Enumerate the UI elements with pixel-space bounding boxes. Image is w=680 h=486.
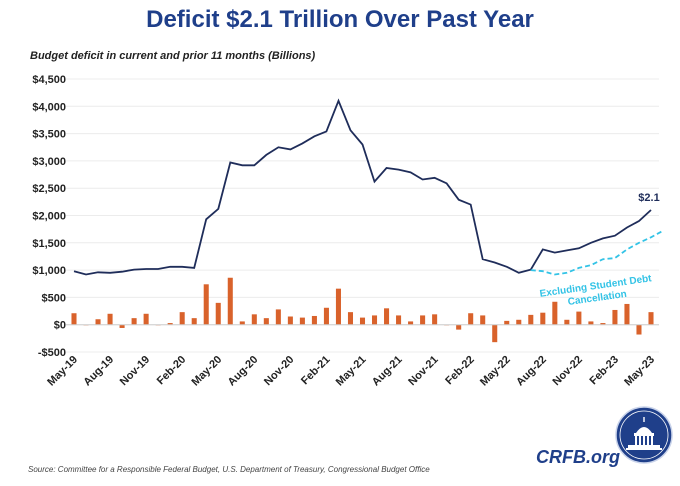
monthly-deficit-bar <box>564 319 570 325</box>
monthly-deficit-bar <box>311 315 317 325</box>
end-value-label: $2.1 <box>638 192 659 204</box>
monthly-deficit-bar <box>71 313 77 325</box>
y-axis-labels: -$500 $0 $500 $1,000 $1,500 $2,000 $2,500 $3,00… <box>32 74 66 359</box>
x-tick-label: Feb-21 <box>299 354 333 388</box>
y-tick-label: $3,500 <box>32 129 66 141</box>
y-tick-label: $2,000 <box>32 211 66 223</box>
monthly-deficit-bar <box>131 318 137 325</box>
monthly-deficit-bar <box>588 321 594 325</box>
monthly-deficit-bar <box>480 315 486 325</box>
monthly-deficit-bar <box>540 312 546 325</box>
y-tick-label: $3,000 <box>32 156 66 168</box>
x-tick-label: May-22 <box>478 354 513 389</box>
x-tick-label: May-20 <box>190 354 225 389</box>
monthly-deficit-bar <box>287 316 293 325</box>
brand-link[interactable]: CRFB.org <box>536 447 620 467</box>
monthly-deficit-bar <box>299 317 305 325</box>
x-tick-label: Nov-21 <box>406 354 440 388</box>
y-tick-label: -$500 <box>38 347 66 359</box>
monthly-deficit-bar <box>528 314 534 325</box>
monthly-deficit-bar <box>359 317 366 325</box>
monthly-deficit-bar <box>384 308 390 325</box>
x-tick-label: Feb-22 <box>443 354 477 388</box>
monthly-deficit-bar <box>191 318 197 325</box>
y-tick-label: $0 <box>54 320 66 332</box>
monthly-deficit-bar <box>239 321 245 325</box>
monthly-deficit-bar <box>119 324 125 328</box>
x-axis-labels: May-19 Aug-19 Nov-19 Feb-20 May-20 Aug-20 Nov-… <box>45 354 657 389</box>
monthly-deficit-bar <box>492 324 498 343</box>
monthly-deficit-bar <box>600 323 606 325</box>
x-tick-label: Feb-20 <box>155 354 189 388</box>
monthly-deficit-bar <box>203 284 209 325</box>
monthly-deficit-bar <box>215 302 221 325</box>
y-tick-label: $500 <box>42 292 66 304</box>
capitol-seal-icon <box>615 406 673 464</box>
monthly-bars <box>71 277 654 343</box>
gridlines <box>66 78 659 353</box>
monthly-deficit-bar <box>251 314 257 325</box>
monthly-deficit-bar <box>636 324 642 335</box>
monthly-deficit-bar <box>179 312 185 325</box>
x-tick-label: Feb-23 <box>587 354 621 388</box>
monthly-deficit-bar <box>167 323 173 325</box>
monthly-deficit-bar <box>516 319 522 325</box>
monthly-deficit-bar <box>335 288 341 325</box>
monthly-deficit-bar <box>468 313 474 325</box>
x-tick-label: Aug-22 <box>514 354 549 389</box>
monthly-deficit-bar <box>456 324 462 330</box>
monthly-deficit-bar <box>612 309 618 325</box>
x-tick-label: Aug-19 <box>81 354 116 389</box>
monthly-deficit-bar <box>275 309 281 325</box>
x-tick-label: Nov-22 <box>551 354 585 388</box>
monthly-deficit-bar <box>408 321 414 325</box>
deficit-line <box>73 98 652 276</box>
monthly-deficit-bar <box>323 307 329 325</box>
monthly-deficit-bar <box>648 312 654 325</box>
monthly-deficit-bar <box>95 319 101 325</box>
x-tick-label: Nov-20 <box>262 354 296 388</box>
monthly-deficit-bar <box>396 315 402 325</box>
monthly-deficit-bar <box>143 313 149 325</box>
x-tick-label: Nov-19 <box>118 354 152 388</box>
monthly-deficit-bar <box>420 315 426 325</box>
y-tick-label: $1,500 <box>32 238 66 250</box>
x-tick-label: May-23 <box>622 354 657 389</box>
y-tick-label: $4,500 <box>32 74 66 86</box>
y-tick-label: $2,500 <box>32 183 66 195</box>
monthly-deficit-bar <box>347 312 354 325</box>
monthly-deficit-bar <box>552 301 558 325</box>
chart-title: Deficit $2.1 Trillion Over Past Year <box>146 6 534 33</box>
x-tick-label: Aug-20 <box>226 354 261 389</box>
monthly-deficit-bar <box>107 313 113 325</box>
y-tick-label: $1,000 <box>32 265 66 277</box>
monthly-deficit-bar <box>624 303 630 325</box>
monthly-deficit-bar <box>576 311 582 325</box>
y-tick-label: $4,000 <box>32 101 66 113</box>
monthly-deficit-bar <box>371 315 378 325</box>
monthly-deficit-bar <box>504 320 510 325</box>
excluding-student-debt-line <box>530 230 664 276</box>
x-tick-label: Aug-21 <box>370 354 405 389</box>
source-note: Source: Committee for a Responsible Fede… <box>28 465 430 474</box>
chart-subtitle: Budget deficit in current and prior 11 m… <box>30 50 316 62</box>
x-tick-label: May-21 <box>334 354 369 389</box>
monthly-deficit-bar <box>432 314 438 325</box>
monthly-deficit-bar <box>263 318 269 325</box>
monthly-deficit-bar <box>227 277 233 325</box>
